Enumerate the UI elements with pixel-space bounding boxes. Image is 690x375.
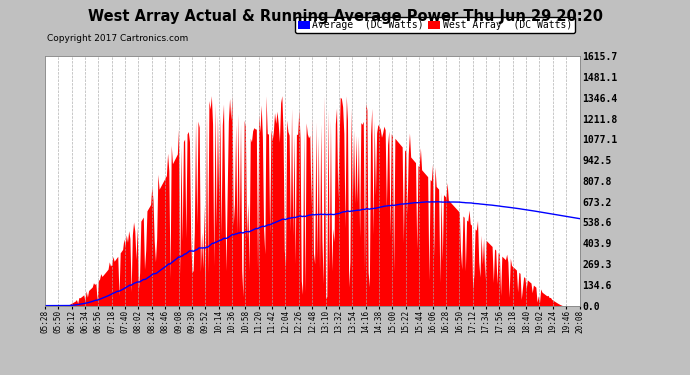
Text: West Array Actual & Running Average Power Thu Jun 29 20:20: West Array Actual & Running Average Powe… — [88, 9, 602, 24]
Legend: Average  (DC Watts), West Array  (DC Watts): Average (DC Watts), West Array (DC Watts… — [295, 18, 575, 33]
Text: Copyright 2017 Cartronics.com: Copyright 2017 Cartronics.com — [47, 34, 188, 43]
